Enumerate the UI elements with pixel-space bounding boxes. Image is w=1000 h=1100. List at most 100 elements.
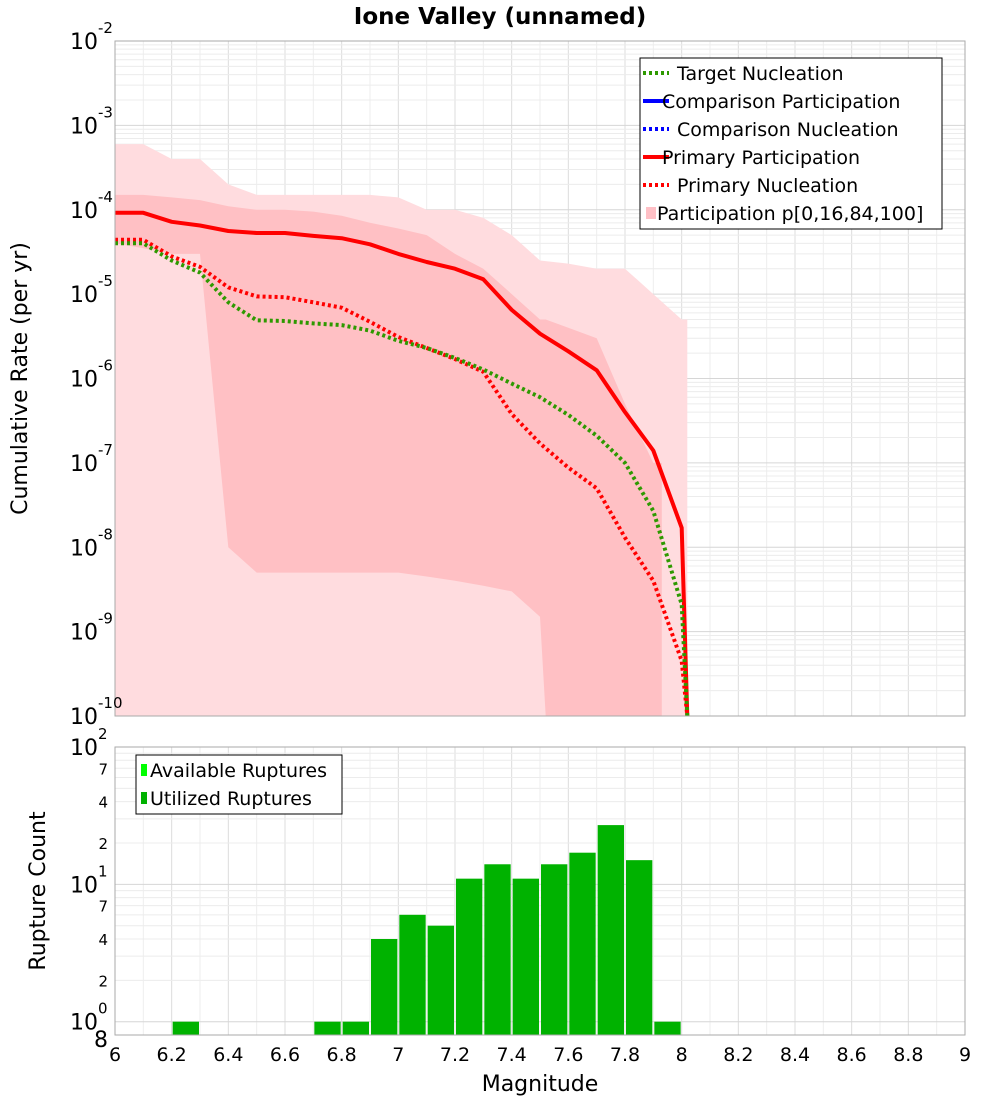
legend-item: Comparison Participation bbox=[643, 91, 900, 113]
bar bbox=[342, 1021, 369, 1035]
y-tick-exponent: -10 bbox=[98, 694, 123, 712]
y-tick-label: 10-2 bbox=[70, 19, 113, 55]
bar bbox=[427, 925, 454, 1035]
y-tick-label: 10-4 bbox=[70, 188, 113, 224]
y-tick-exponent: -7 bbox=[98, 441, 113, 459]
y-tick-exponent: -3 bbox=[98, 103, 113, 121]
x-tick-label: 8.2 bbox=[723, 1044, 753, 1066]
y-minor-tick-label: 7 bbox=[98, 760, 108, 778]
y-axis-label: Rupture Count bbox=[26, 811, 51, 971]
y-tick-label: 10-10 bbox=[70, 694, 123, 730]
top-legend: Target Nucleation Comparison Participatio… bbox=[639, 57, 943, 230]
y-tick-label: 100 bbox=[70, 1000, 108, 1036]
series-primary-nucleation bbox=[115, 237, 690, 717]
bar bbox=[626, 860, 653, 1035]
y-tick-base: 10 bbox=[70, 1011, 98, 1036]
top-plot-border bbox=[114, 40, 966, 717]
y-tick-label: 10-9 bbox=[70, 610, 113, 646]
y-tick-exponent: -2 bbox=[98, 19, 113, 37]
y-tick-base: 10 bbox=[70, 705, 98, 730]
bar bbox=[456, 878, 483, 1035]
x-tick-label: 6 bbox=[109, 1044, 121, 1066]
legend-label: Target Nucleation bbox=[676, 63, 844, 85]
x-tick-label: 8 bbox=[676, 1044, 688, 1066]
series-target-nucleation bbox=[115, 241, 690, 717]
y-tick-label: 101 bbox=[70, 862, 108, 898]
legend-swatch bbox=[141, 764, 147, 776]
x-tick-label: 6.8 bbox=[327, 1044, 357, 1066]
y-tick-base: 10 bbox=[70, 30, 98, 55]
x-tick-label: 8.4 bbox=[780, 1044, 810, 1066]
legend-item: Comparison Nucleation bbox=[643, 119, 899, 141]
legend-item: Primary Participation bbox=[643, 147, 860, 169]
series-primary-participation bbox=[115, 210, 690, 717]
legend-label: Available Ruptures bbox=[150, 760, 327, 782]
legend-item: Utilized Ruptures bbox=[141, 788, 312, 810]
x-tick-label: 6.6 bbox=[270, 1044, 300, 1066]
x-tick-label: 7.2 bbox=[440, 1044, 470, 1066]
x-tick-label: 7 bbox=[392, 1044, 404, 1066]
legend-item: Available Ruptures bbox=[141, 760, 327, 782]
x-tick-label: 9 bbox=[959, 1044, 971, 1066]
x-tick-label: 8.8 bbox=[893, 1044, 923, 1066]
y-tick-exponent: -9 bbox=[98, 610, 113, 628]
legend-item: Target Nucleation bbox=[643, 63, 844, 85]
y-minor-tick-label: 7 bbox=[98, 898, 108, 916]
y-tick-exponent: -6 bbox=[98, 357, 113, 375]
x-tick-label: 7.6 bbox=[553, 1044, 583, 1066]
y-tick-label: 10-7 bbox=[70, 441, 113, 477]
bar bbox=[597, 825, 624, 1035]
y-tick-exponent: 0 bbox=[98, 1000, 108, 1018]
bottom-legend: Available Ruptures Utilized Ruptures bbox=[135, 754, 343, 815]
legend-box bbox=[639, 57, 943, 230]
y-tick-exponent: -8 bbox=[98, 525, 113, 543]
x-tick-label: 8.6 bbox=[837, 1044, 867, 1066]
y-tick-base: 10 bbox=[70, 736, 98, 761]
bar bbox=[541, 864, 568, 1035]
y-tick-base: 10 bbox=[70, 114, 98, 139]
band-p16-p84 bbox=[115, 194, 662, 716]
y-tick-label: 10-8 bbox=[70, 525, 113, 561]
y-minor-tick-label: 4 bbox=[98, 931, 108, 949]
legend-label: Primary Nucleation bbox=[677, 175, 858, 197]
legend-label: Participation p[0,16,84,100] bbox=[657, 203, 923, 225]
y-tick-base: 10 bbox=[70, 536, 98, 561]
legend-swatch bbox=[141, 792, 147, 804]
y-tick-label: 10-3 bbox=[70, 103, 113, 139]
bar bbox=[484, 864, 511, 1035]
legend-label: Primary Participation bbox=[662, 147, 860, 169]
y-tick-label: 10-5 bbox=[70, 272, 113, 308]
legend-swatch bbox=[646, 207, 656, 219]
cumulative-rate-panel: Ione Valley (unnamed)10-210-310-410-510-… bbox=[8, 4, 966, 730]
y-tick-base: 10 bbox=[70, 873, 98, 898]
y-tick-base: 10 bbox=[70, 452, 98, 477]
y-minor-tick-label: 4 bbox=[98, 794, 108, 812]
bar bbox=[654, 1021, 681, 1035]
y-tick-base: 10 bbox=[70, 621, 98, 646]
y-axis-label: Cumulative Rate (per yr) bbox=[8, 242, 33, 515]
bar bbox=[512, 878, 539, 1035]
y-tick-base: 10 bbox=[70, 368, 98, 393]
bar bbox=[172, 1021, 199, 1035]
y-minor-tick-label: 2 bbox=[98, 972, 108, 990]
legend-item: Primary Nucleation bbox=[643, 175, 858, 197]
x-axis-label: Magnitude bbox=[482, 1072, 599, 1097]
y-tick-exponent: 1 bbox=[98, 862, 108, 880]
bar bbox=[399, 914, 426, 1035]
legend-box bbox=[135, 754, 343, 815]
y-minor-tick-label: 8 bbox=[94, 1028, 108, 1053]
legend-label: Comparison Nucleation bbox=[677, 119, 899, 141]
legend-item: Participation p[0,16,84,100] bbox=[646, 203, 923, 225]
bar bbox=[314, 1021, 341, 1035]
y-tick-label: 102 bbox=[70, 725, 108, 761]
y-tick-exponent: -4 bbox=[98, 188, 113, 206]
x-tick-label: 7.8 bbox=[610, 1044, 640, 1066]
y-tick-base: 10 bbox=[70, 199, 98, 224]
x-tick-label: 6.2 bbox=[157, 1044, 187, 1066]
legend-label: Comparison Participation bbox=[662, 91, 900, 113]
x-tick-label: 6.4 bbox=[213, 1044, 243, 1066]
x-tick-label: 7.4 bbox=[497, 1044, 527, 1066]
bar bbox=[569, 852, 596, 1035]
